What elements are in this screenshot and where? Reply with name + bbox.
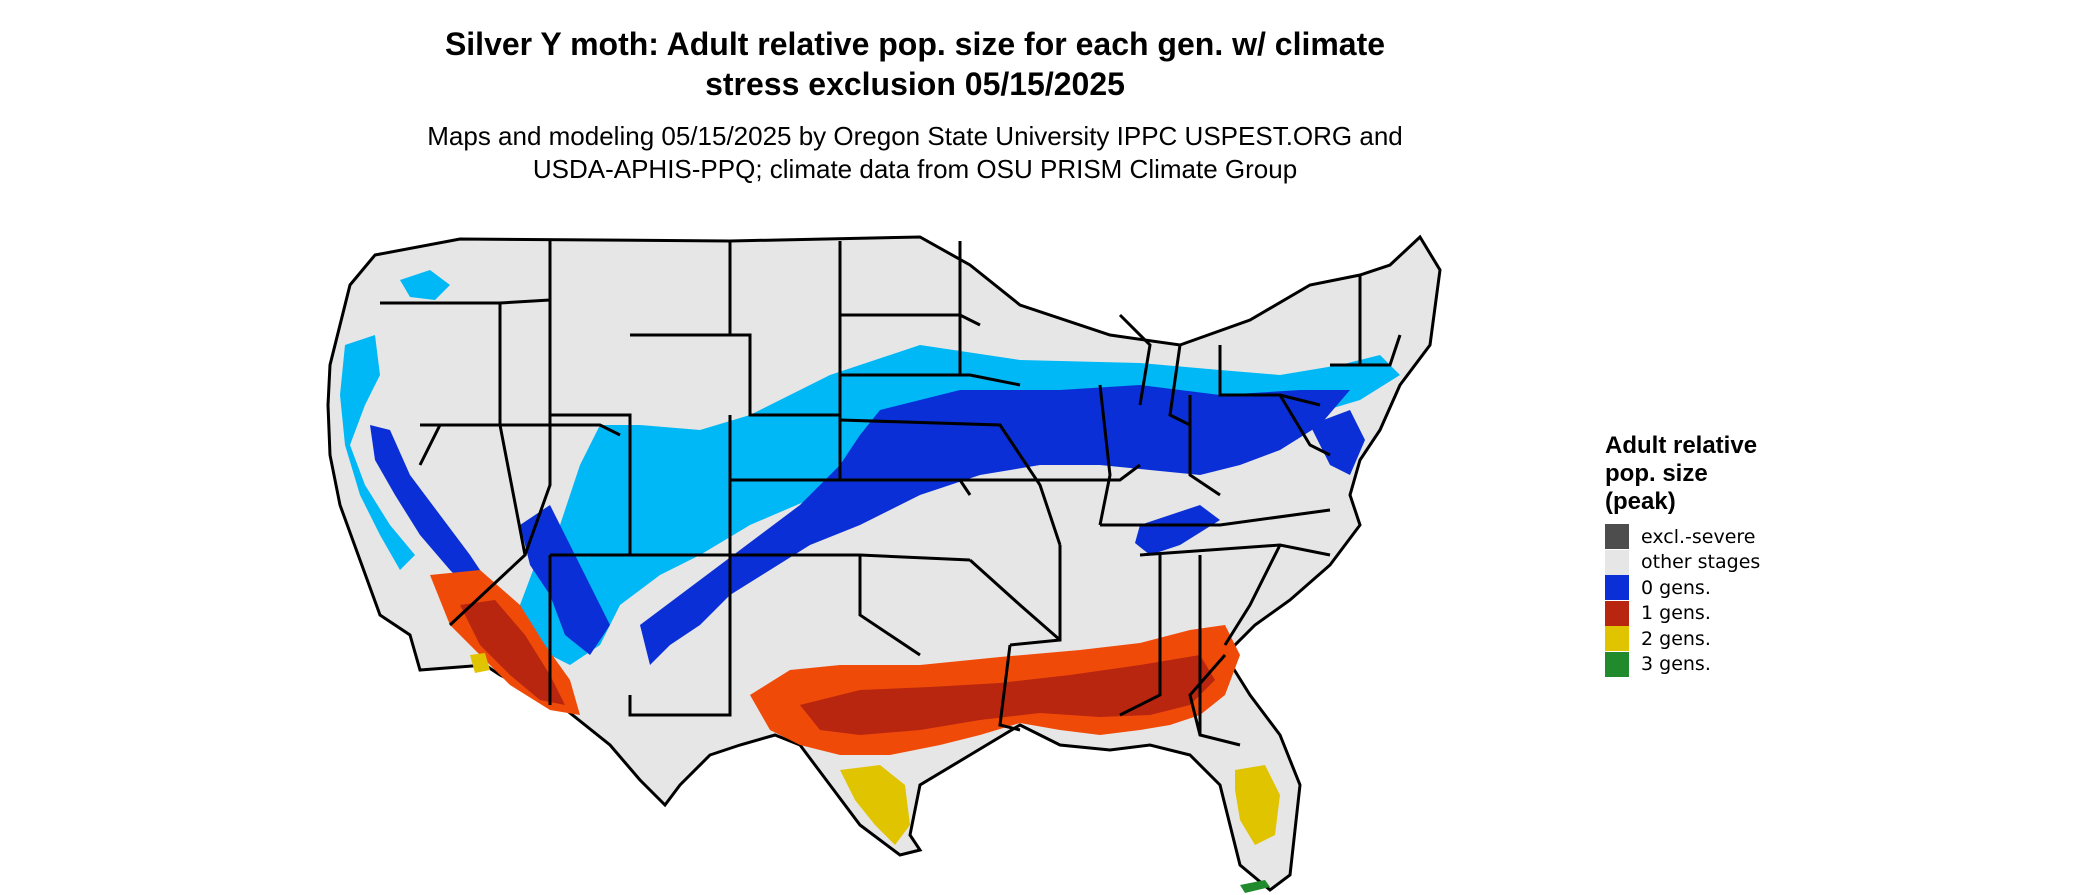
zone-green <box>1240 880 1270 893</box>
legend-item-0-gens: 0 gens. <box>1605 575 1760 601</box>
legend-item-3-gens: 3 gens. <box>1605 651 1760 678</box>
red-southwest-desert-core <box>460 600 565 705</box>
legend-swatch <box>1605 600 1629 626</box>
state-border-line <box>550 413 632 557</box>
zone-yellow <box>470 653 1280 845</box>
blue-california-mountains <box>370 425 490 600</box>
title-line-1: Silver Y moth: Adult relative pop. size … <box>444 26 1386 62</box>
zone-light-blue <box>340 270 1400 665</box>
blue-central-band <box>640 385 1350 665</box>
legend-item-1-gens: 1 gens. <box>1605 600 1760 627</box>
subtitle-line-2: USDA-APHIS-PPQ; climate data from OSU PR… <box>532 154 1298 184</box>
state-border-line <box>968 558 1061 642</box>
state-border-line <box>1018 454 1062 546</box>
legend-title: Adult relative pop. size (peak) <box>1605 432 1760 516</box>
state-border-line <box>1188 654 1241 747</box>
zone-blue <box>370 385 1365 665</box>
legend-swatch <box>1605 549 1629 575</box>
legend-label: other stages <box>1641 551 1761 574</box>
state-border-line <box>960 463 1141 482</box>
state-border-line <box>523 241 552 556</box>
state-border-line <box>1223 544 1282 646</box>
state-border-line <box>858 555 921 657</box>
blue-east-coast <box>1310 410 1365 475</box>
state-border-line <box>630 333 840 417</box>
legend-swatch <box>1605 651 1629 677</box>
legend-swatch <box>1605 524 1629 550</box>
state-borders <box>380 241 1402 747</box>
legend-title-line-2: pop. size <box>1605 460 1708 487</box>
yellow-south-texas <box>840 765 910 845</box>
light-blue-central-band <box>520 345 1400 665</box>
legend-items: excl.-severe other stages 0 gens. 1 gens… <box>1605 524 1760 677</box>
title-line-2: stress exclusion 05/15/2025 <box>705 66 1125 102</box>
yellow-florida <box>1235 765 1280 845</box>
green-florida-keys <box>1240 880 1270 893</box>
legend-swatch <box>1605 626 1629 652</box>
state-border-line <box>839 418 1022 456</box>
light-blue-pacific-coast <box>340 335 415 570</box>
state-border-line <box>998 644 1021 732</box>
map-subtitle: Maps and modeling 05/15/2025 by Oregon S… <box>0 120 1830 186</box>
zone-red <box>460 600 1215 735</box>
state-border-line <box>1278 394 1331 457</box>
blue-southwest-mountains <box>520 505 610 655</box>
state-border-line <box>1188 395 1221 497</box>
state-border-line <box>1100 508 1331 527</box>
legend-title-line-3: (peak) <box>1605 488 1676 515</box>
title-block: Silver Y moth: Adult relative pop. size … <box>0 24 1830 186</box>
legend-label: 0 gens. <box>1641 576 1711 599</box>
state-border-line <box>1118 313 1152 406</box>
blue-tennessee-strip <box>1135 505 1220 555</box>
legend: Adult relative pop. size (peak) excl.-se… <box>1605 432 1760 677</box>
legend-title-line-1: Adult relative <box>1605 432 1758 459</box>
subtitle-line-1: Maps and modeling 05/15/2025 by Oregon S… <box>427 121 1403 151</box>
state-border-line <box>1009 545 1062 647</box>
legend-item-2-gens: 2 gens. <box>1605 626 1760 652</box>
legend-label: excl.-severe <box>1641 525 1756 548</box>
legend-item-other-stages: other stages <box>1605 549 1761 576</box>
us-map <box>326 234 1442 893</box>
red-southern-band-core <box>800 655 1215 735</box>
state-border-line <box>1119 555 1162 717</box>
state-border-line <box>1218 345 1321 407</box>
state-border-line <box>628 553 732 717</box>
state-border-line <box>420 423 621 437</box>
legend-label: 2 gens. <box>1641 627 1711 650</box>
state-border-line <box>1098 384 1112 526</box>
light-blue-northwest-patch <box>400 270 450 300</box>
legend-item-excl-severe: excl.-severe <box>1605 524 1760 550</box>
yellow-southwest-spot <box>470 653 490 673</box>
state-border-line <box>1330 334 1402 367</box>
legend-swatch <box>1605 575 1629 601</box>
state-border-line <box>1168 344 1191 427</box>
map-title: Silver Y moth: Adult relative pop. size … <box>0 24 1830 104</box>
state-border-line <box>840 373 1021 387</box>
legend-label: 3 gens. <box>1641 653 1711 676</box>
legend-label: 1 gens. <box>1641 602 1711 625</box>
